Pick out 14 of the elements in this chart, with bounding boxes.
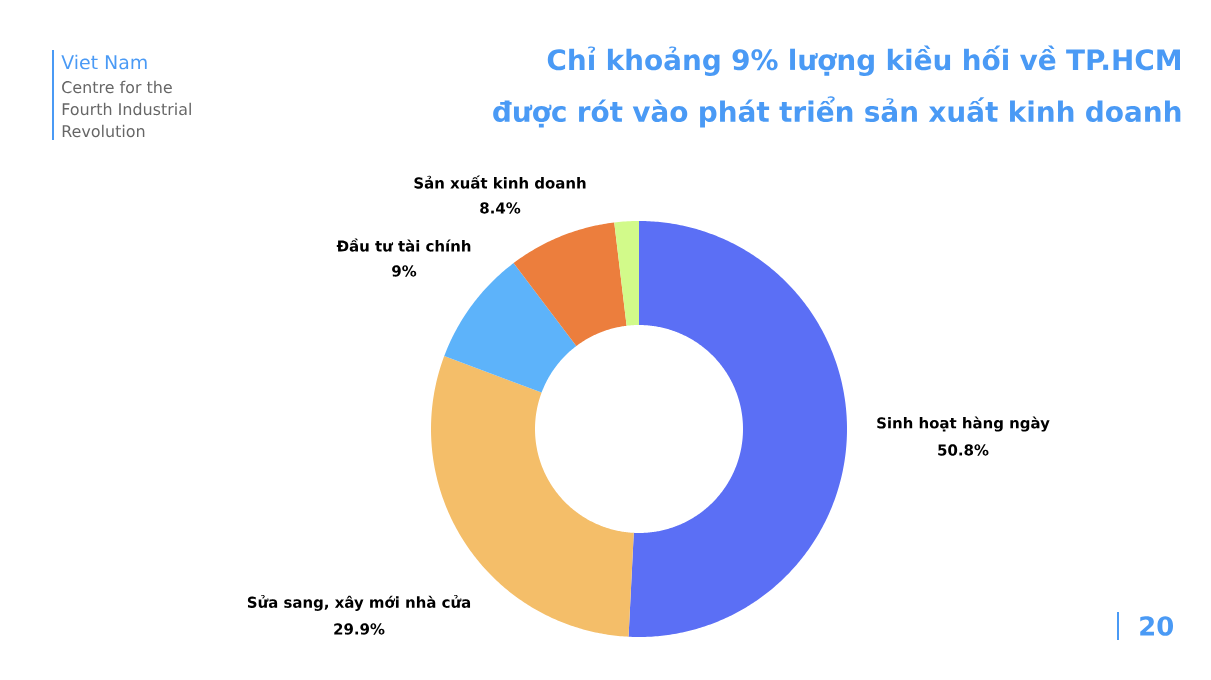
text: Revolution	[62, 124, 145, 138]
chart-title: Chỉ khoảng 9% lượng kiều hối về TP.HCM được rót vào phát triển sản xuất kinh doanh	[493, 45, 1181, 128]
slice-label: Đầu tư tài chính	[336, 238, 471, 252]
text: 20	[1140, 616, 1174, 636]
data-label: 29.9%	[334, 623, 385, 635]
text: Centre for the	[62, 80, 172, 94]
text: Viet Nam	[61, 54, 147, 70]
slice-label: Sản xuất kinh doanh	[414, 175, 586, 189]
data-label: 50.8%	[938, 444, 989, 456]
slice-label: Sửa sang, xây mới nhà cửa	[247, 595, 471, 611]
slice-label: Sinh hoạt hàng ngày	[877, 416, 1050, 432]
data-label: 9%	[392, 265, 417, 277]
data-label: 8.4%	[480, 202, 521, 214]
text: Fourth Industrial	[62, 102, 191, 116]
